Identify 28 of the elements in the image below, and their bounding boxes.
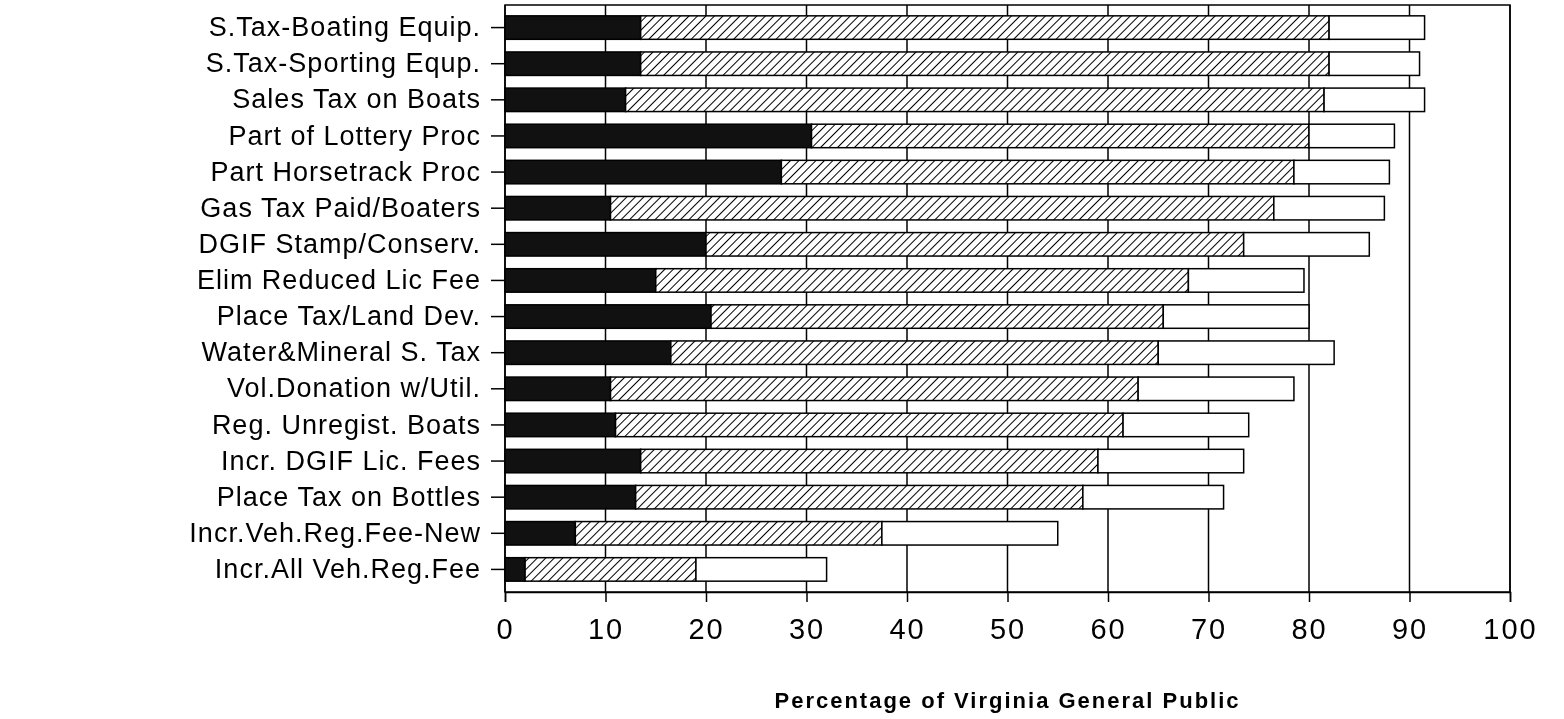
y-tick-label: Part Horsetrack Proc [210, 156, 481, 187]
x-tick-label: 30 [788, 612, 826, 645]
x-tick-label: 70 [1190, 612, 1228, 645]
y-tick-label: Place Tax/Land Dev. [216, 301, 481, 332]
y-tick-label: Reg. Unregist. Boats [211, 409, 481, 440]
x-tick-label: 50 [989, 612, 1027, 645]
y-tick-label: Sales Tax on Boats [232, 84, 481, 115]
x-axis-title: Percentage of Virginia General Public [774, 688, 1241, 713]
y-tick-label: Incr.Veh.Reg.Fee-New [189, 517, 481, 548]
y-tick-label: Vol.Donation w/Util. [226, 373, 481, 404]
y-tick-label: S.Tax-Sporting Equp. [205, 48, 481, 79]
y-tick-label: DGIF Stamp/Conserv. [198, 228, 481, 259]
x-tick-label: 80 [1291, 612, 1328, 645]
x-tick-label: 20 [688, 612, 725, 645]
x-tick-label: 40 [889, 612, 926, 645]
x-tick-label: 100 [1483, 612, 1538, 645]
y-tick-label: Gas Tax Paid/Boaters [200, 192, 481, 223]
y-tick-label: Part of Lottery Proc [228, 120, 481, 151]
x-tick-label: 10 [587, 612, 625, 645]
y-tick-label: Incr.All Veh.Reg.Fee [214, 554, 481, 585]
y-tick-label: Incr. DGIF Lic. Fees [220, 445, 481, 476]
x-tick-label: 60 [1090, 612, 1127, 645]
y-tick-label: Water&Mineral S. Tax [201, 337, 481, 368]
x-tick-label: 0 [496, 612, 515, 645]
y-tick-label: Place Tax on Bottles [216, 481, 481, 512]
y-tick-label: S.Tax-Boating Equip. [208, 12, 481, 43]
x-tick-label: 90 [1391, 612, 1429, 645]
y-tick-label: Elim Reduced Lic Fee [196, 265, 481, 296]
